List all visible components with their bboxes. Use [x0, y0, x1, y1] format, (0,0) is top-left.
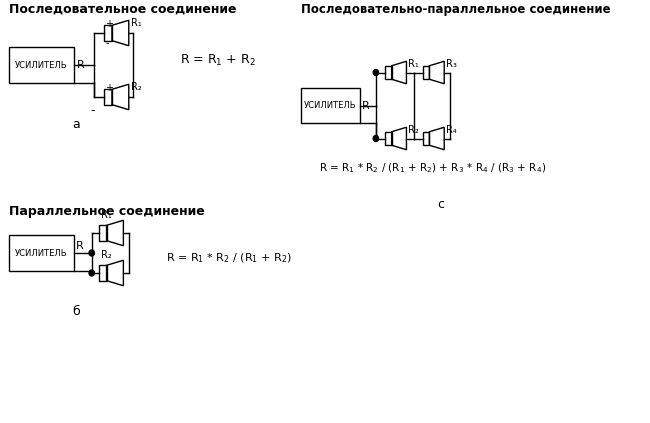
Text: УСИЛИТЕЛЬ: УСИЛИТЕЛЬ: [15, 60, 68, 69]
Text: -: -: [90, 104, 94, 118]
Bar: [99, 265, 107, 280]
Text: R₃: R₃: [446, 58, 457, 69]
Text: УСИЛИТЕЛЬ: УСИЛИТЕЛЬ: [15, 248, 68, 258]
Circle shape: [373, 69, 378, 75]
Text: R₂: R₂: [131, 82, 141, 92]
Bar: [9, 47, 73, 83]
Text: R₁: R₁: [408, 58, 419, 69]
Bar: [422, 132, 430, 145]
Text: R₂: R₂: [408, 124, 419, 135]
Text: УСИЛИТЕЛЬ: УСИЛИТЕЛЬ: [304, 101, 357, 110]
Text: Последовательное соединение: Последовательное соединение: [9, 3, 237, 16]
Text: б: б: [73, 305, 81, 318]
Text: R: R: [75, 241, 83, 251]
Text: R₁: R₁: [131, 18, 141, 28]
Text: R: R: [77, 60, 85, 70]
Text: R = R$_1$ + R$_2$: R = R$_1$ + R$_2$: [180, 52, 255, 68]
Text: +: +: [105, 83, 113, 93]
Bar: [99, 225, 107, 241]
Bar: [385, 66, 391, 79]
Circle shape: [89, 270, 94, 276]
Text: Последовательно-параллельное соединение: Последовательно-параллельное соединение: [301, 3, 611, 16]
Text: R: R: [361, 101, 369, 110]
Text: Параллельное соединение: Параллельное соединение: [9, 205, 205, 218]
Text: а: а: [73, 118, 81, 131]
Bar: [104, 25, 112, 41]
Bar: [9, 235, 73, 271]
Bar: [104, 89, 112, 104]
Bar: [385, 132, 391, 145]
Text: +: +: [105, 19, 113, 29]
Bar: [301, 88, 359, 123]
Circle shape: [89, 250, 94, 256]
Text: -: -: [105, 38, 109, 48]
Bar: [422, 66, 430, 79]
Circle shape: [373, 135, 378, 142]
Text: R₁: R₁: [101, 210, 111, 220]
Text: R₄: R₄: [446, 124, 457, 135]
Text: R = R$_1$ * R$_2$ / (R$_1$ + R$_2$): R = R$_1$ * R$_2$ / (R$_1$ + R$_2$): [166, 251, 292, 265]
Text: с: с: [437, 198, 444, 211]
Text: R = R$_1$ * R$_2$ / (R$_1$ + R$_2$) + R$_3$ * R$_4$ / (R$_3$ + R$_4$): R = R$_1$ * R$_2$ / (R$_1$ + R$_2$) + R$…: [319, 161, 547, 175]
Text: R₂: R₂: [101, 250, 111, 260]
